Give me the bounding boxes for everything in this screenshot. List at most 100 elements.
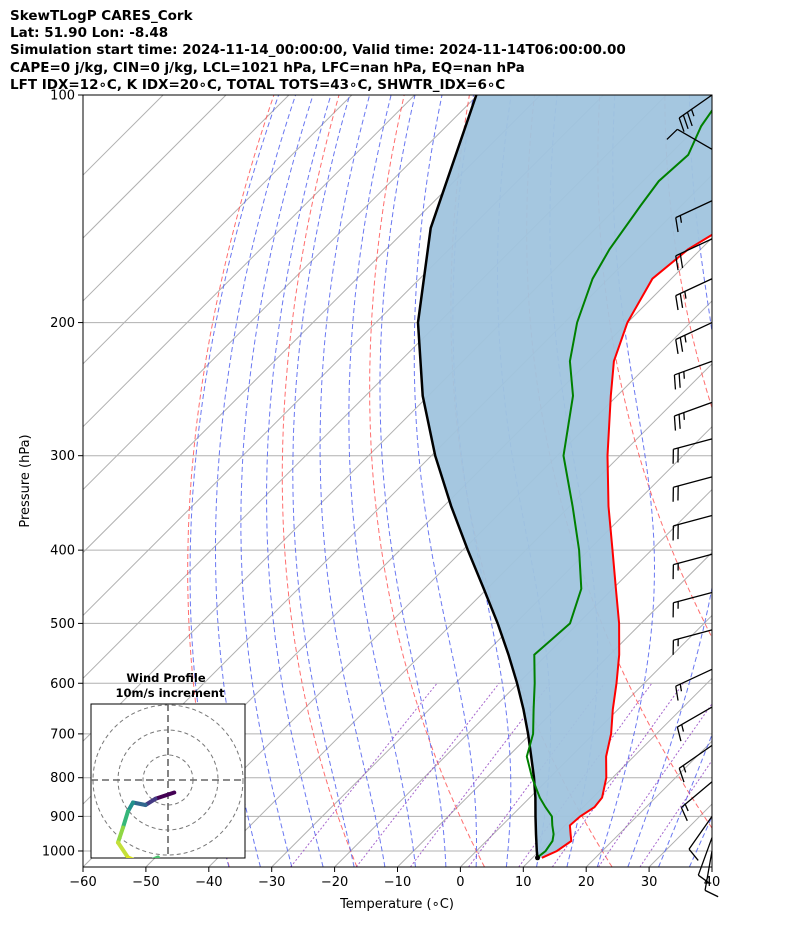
- temperature-profile-line: [541, 233, 712, 859]
- barb-flag: [676, 726, 682, 742]
- x-tick-label--10: −10: [384, 875, 411, 890]
- wind-barb-8: [672, 438, 713, 464]
- barb-flag: [675, 255, 679, 271]
- y-tick-label-500: 500: [50, 617, 75, 632]
- barb-staff: [675, 321, 713, 341]
- mixing-ratio-24: [639, 759, 712, 867]
- moist-adiabat--5: [379, 95, 447, 867]
- barb-flag: [679, 293, 684, 309]
- wind-barb-5: [675, 321, 713, 354]
- dewpoint-profile-line: [525, 108, 712, 859]
- lcl-marker: [535, 855, 541, 861]
- barb-flag: [697, 874, 711, 885]
- wind-barb-17: [680, 781, 713, 822]
- chart-title: SkewTLogP CARES_Cork: [10, 8, 193, 24]
- barb-staff: [673, 514, 713, 527]
- barb-flag: [675, 217, 679, 233]
- moist-adiabat--15: [319, 95, 386, 867]
- hodograph-segment-2: [131, 800, 148, 807]
- barb-half-flag: [690, 109, 695, 117]
- x-tick-label-20: 20: [578, 875, 595, 890]
- x-tick-label--60: −60: [69, 875, 96, 890]
- barb-flag: [673, 374, 677, 390]
- barb-flag: [680, 807, 688, 822]
- barb-flag: [678, 414, 681, 429]
- barb-flag: [666, 128, 678, 140]
- isotherm--30: [271, 425, 712, 867]
- barb-half-flag: [683, 412, 685, 420]
- x-tick-label-0: 0: [456, 875, 464, 890]
- cin-cape-fill: [418, 95, 712, 858]
- wind-barb-7: [673, 401, 713, 431]
- isotherm--10: [397, 551, 712, 867]
- y-tick-label-900: 900: [50, 810, 75, 825]
- y-tick-label-100: 100: [50, 89, 75, 104]
- moist-adiabat--25: [266, 95, 332, 867]
- barb-flag: [673, 415, 677, 431]
- wind-barb-0: [678, 94, 713, 132]
- moist-adiabat--40: [189, 95, 280, 867]
- isotherm--20: [334, 488, 712, 867]
- wind-barb-13: [672, 629, 713, 655]
- wind-barb-19: [697, 837, 713, 885]
- hodograph-segment-6: [116, 840, 130, 858]
- barb-flag: [675, 686, 679, 701]
- barb-staff: [673, 591, 713, 604]
- barb-flag: [679, 253, 684, 269]
- moist-adiabat-30: [658, 733, 712, 867]
- isotherm--150: [83, 95, 290, 302]
- barb-staff: [688, 816, 713, 850]
- barb-half-flag: [684, 291, 687, 299]
- barb-flag: [686, 111, 693, 127]
- inset-subtitle: 10m/s increment: [116, 686, 225, 700]
- barb-flag: [704, 889, 719, 898]
- barb-staff: [675, 668, 713, 687]
- y-tick-label-700: 700: [50, 727, 75, 742]
- wind-barb-9: [672, 476, 713, 502]
- dry-adiabat-100: [730, 95, 794, 867]
- barb-flag: [678, 117, 685, 132]
- moist-adiabat--35: [215, 95, 297, 867]
- x-axis-title: Temperature (∘C): [339, 897, 454, 912]
- hodograph-segment-5: [116, 825, 125, 845]
- barb-staff: [677, 128, 713, 150]
- barb-staff: [673, 438, 713, 450]
- x-tick-label--30: −30: [258, 875, 285, 890]
- barb-staff: [675, 238, 713, 257]
- barb-staff: [675, 200, 713, 219]
- y-tick-label-600: 600: [50, 677, 75, 692]
- moist-adiabat-25: [627, 95, 712, 867]
- location-line: Lat: 51.90 Lon: -8.48: [10, 25, 169, 42]
- cape-line: CAPE=0 j/kg, CIN=0 j/kg, LCL=1021 hPa, L…: [10, 59, 525, 76]
- wind-barb-20: [704, 850, 719, 898]
- barb-staff: [697, 837, 713, 876]
- barb-staff: [678, 94, 713, 119]
- barb-flag: [675, 295, 679, 311]
- wind-barb-11: [672, 553, 713, 580]
- wind-barb-10: [672, 514, 713, 541]
- wind-barb-2: [675, 200, 713, 233]
- dry-adiabat--20: [281, 95, 358, 867]
- x-tick-label--40: −40: [195, 875, 222, 890]
- barb-flag: [678, 768, 685, 783]
- barb-flag: [688, 848, 699, 861]
- isotherm--120: [83, 95, 478, 491]
- barb-flag: [675, 339, 679, 354]
- wind-barb-18: [688, 816, 713, 861]
- barb-flag: [682, 114, 689, 130]
- isotherm-10: [522, 677, 712, 867]
- parcel-profile-line: [416, 95, 539, 858]
- barb-staff: [680, 781, 713, 809]
- isotherm--110: [83, 95, 541, 554]
- barb-staff: [704, 850, 713, 891]
- mixing-ratio-16: [597, 702, 712, 867]
- wind-barb-14: [675, 668, 713, 701]
- chart-header: SkewTLogP CARES_Cork Lat: 51.90 Lon: -8.…: [10, 8, 626, 94]
- barb-staff: [674, 360, 713, 376]
- y-tick-label-800: 800: [50, 771, 75, 786]
- isotherm--160: [83, 95, 227, 239]
- isotherm-40: [711, 866, 712, 867]
- moist-adiabat-45: [752, 95, 794, 867]
- wind-barb-16: [678, 744, 713, 783]
